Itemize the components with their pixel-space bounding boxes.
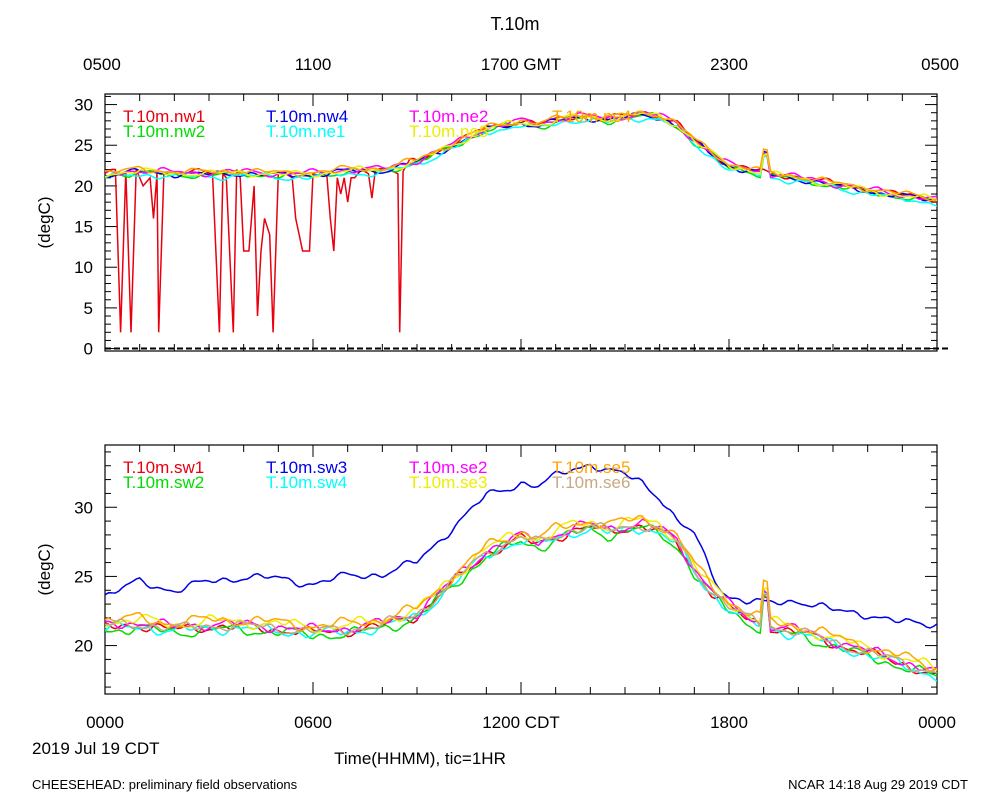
y-axis-label: (degC) <box>35 197 54 249</box>
series-line-t-10m-sw1 <box>105 524 937 675</box>
x-axis-title: Time(HHMM), tic=1HR <box>334 749 506 768</box>
footer-left: CHEESEHEAD: preliminary field observatio… <box>32 777 298 792</box>
y-tick-label: 30 <box>74 498 93 517</box>
bottom-axis-label: 0600 <box>294 713 332 732</box>
top-axis-labels: 0500 1100 1700 GMT 2300 0500 <box>83 55 959 74</box>
legend-entry: T.10m.se3 <box>409 473 487 492</box>
y-tick-label: 30 <box>74 96 93 115</box>
top-axis-label: 0500 <box>83 55 121 74</box>
panel-bottom: 202530(degC)T.10m.sw1T.10m.sw2T.10m.sw3T… <box>35 444 938 695</box>
series-line-t-10m-ne4 <box>105 110 937 202</box>
bottom-axis-label: 1200 CDT <box>482 713 559 732</box>
legend-entry: T.10m.se5 <box>552 458 630 477</box>
legend-entry: T.10m.ne1 <box>266 122 345 141</box>
legend-entry: T.10m.sw3 <box>266 458 347 477</box>
series-line-t-10m-sw2 <box>105 524 937 677</box>
y-tick-label: 20 <box>74 177 93 196</box>
legend-entry: T.10m.sw4 <box>266 473 347 492</box>
y-tick-label: 20 <box>74 637 93 656</box>
series-line-t-10m-ne3 <box>105 112 937 202</box>
footer-right: NCAR 14:18 Aug 29 2019 CDT <box>788 777 968 792</box>
legend-entry: T.10m.ne3 <box>409 122 488 141</box>
bottom-axis-label: 1800 <box>710 713 748 732</box>
y-tick-label: 0 <box>84 340 93 359</box>
series-line-t-10m-sw3 <box>105 463 937 629</box>
legend-entry: T.10m.ne2 <box>409 107 488 126</box>
top-axis-label: 1100 <box>295 55 332 74</box>
legend-entry: T.10m.nw4 <box>266 107 348 126</box>
y-tick-label: 5 <box>84 299 93 318</box>
legend-entry: T.10m.nw2 <box>123 122 205 141</box>
plot-frame-top <box>104 93 938 352</box>
series-line-t-10m-nw2 <box>105 112 937 202</box>
legend-entry: T.10m.sw2 <box>123 473 204 492</box>
legend-entry: T.10m.se2 <box>409 458 487 477</box>
series-line-t-10m-ne2 <box>105 110 937 201</box>
legend-entry: T.10m.sw1 <box>123 458 204 477</box>
series-line-t-10m-ne1 <box>105 117 937 207</box>
series-line-t-10m-sw4 <box>105 524 937 682</box>
series-line-t-10m-se3 <box>105 516 937 672</box>
legend-entry: T.10m.se6 <box>552 473 630 492</box>
top-axis-label: 1700 GMT <box>481 55 561 74</box>
bottom-axis-labels: 0000 0600 1200 CDT 1800 0000 <box>86 713 956 732</box>
y-tick-label: 25 <box>74 136 93 155</box>
series-line-t-10m-se6 <box>105 521 937 674</box>
y-axis-label: (degC) <box>35 544 54 596</box>
top-axis-label: 0500 <box>921 55 959 74</box>
chart-title: T.10m <box>490 14 539 34</box>
bottom-axis-label: 0000 <box>918 713 956 732</box>
bottom-axis-label: 0000 <box>86 713 124 732</box>
y-tick-label: 25 <box>74 567 93 586</box>
y-tick-label: 10 <box>74 258 93 277</box>
y-tick-label: 15 <box>74 218 93 237</box>
series-line-t-10m-nw1 <box>105 112 937 333</box>
series-line-t-10m-se5 <box>105 514 937 673</box>
date-label: 2019 Jul 19 CDT <box>32 739 160 758</box>
legend-entry: T.10m.ne4 <box>552 107 631 126</box>
series-line-t-10m-nw4 <box>105 112 937 202</box>
legend-entry: T.10m.nw1 <box>123 107 205 126</box>
top-axis-label: 2300 <box>710 55 748 74</box>
